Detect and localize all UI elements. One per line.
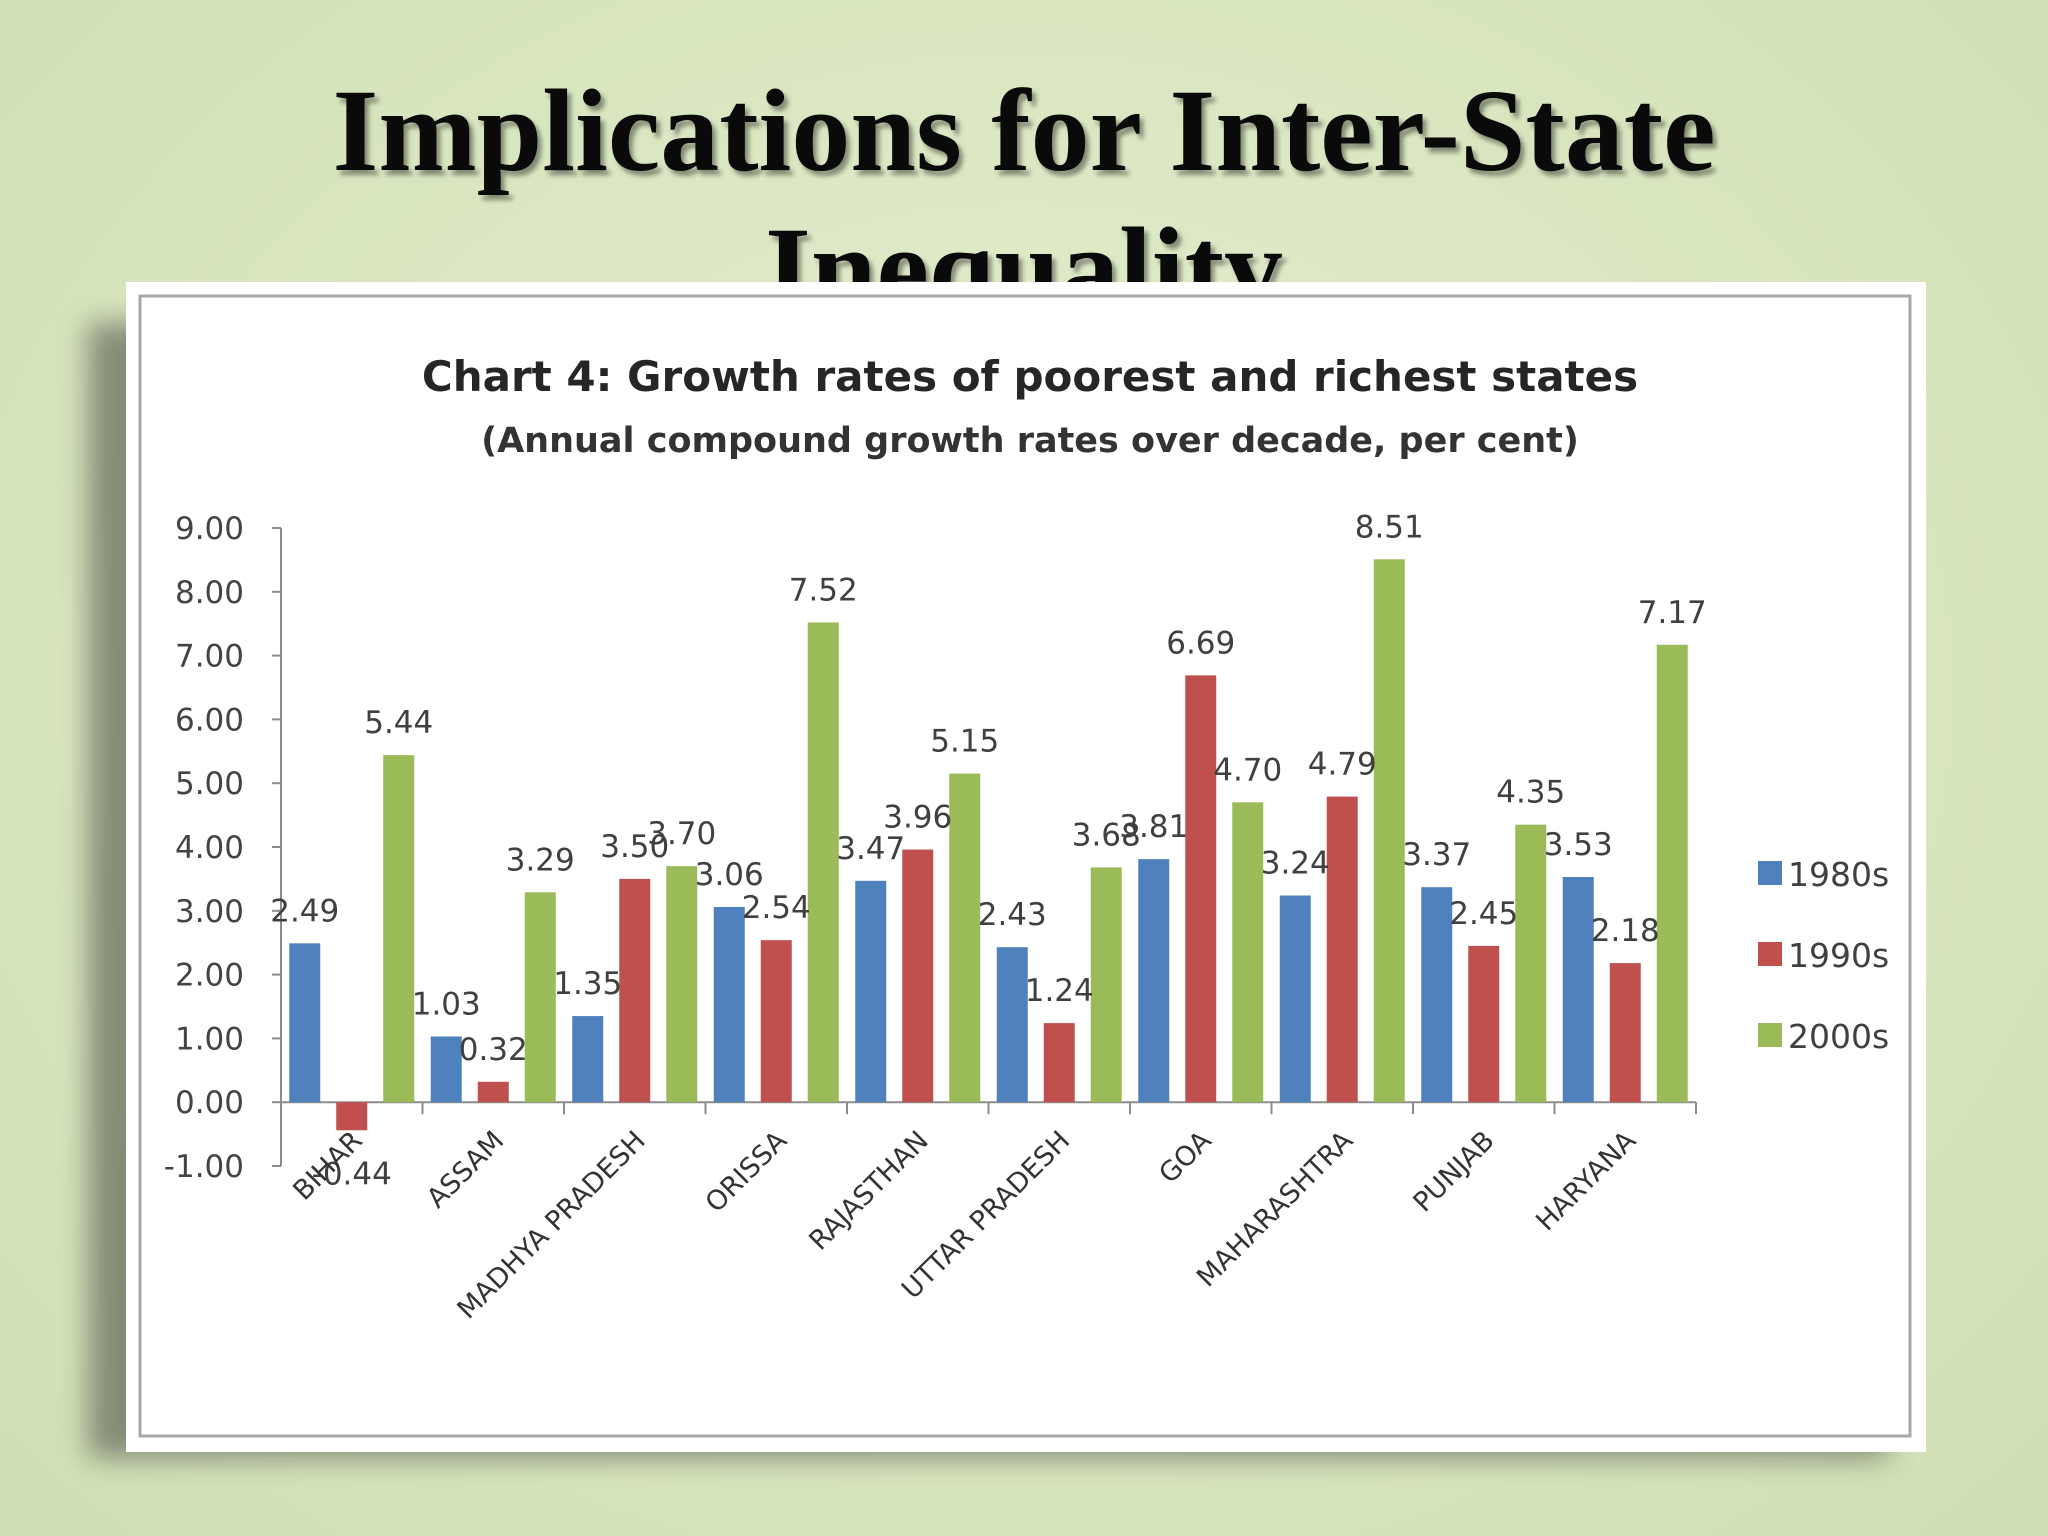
data-label: 2.45: [1449, 896, 1518, 932]
data-label: 4.70: [1213, 752, 1282, 788]
axes: 9.00 8.00 7.00 6.00 5.00 4.00 3.00 2.00 1.00 0.00…: [164, 511, 1697, 1185]
bar-1980s-madhya-pradesh: [572, 1016, 604, 1103]
y-tick-label: 6.00: [175, 702, 244, 738]
data-label: 1.35: [553, 966, 622, 1002]
data-label: 7.17: [1638, 595, 1707, 631]
bar-1990s-bihar: [336, 1102, 368, 1131]
legend-swatch: [1758, 861, 1782, 885]
y-tick-label: 7.00: [175, 639, 244, 675]
bar-1990s-assam: [477, 1081, 509, 1103]
data-label: 3.68: [1072, 817, 1141, 853]
bar-1980s-maharashtra: [1279, 895, 1311, 1103]
y-tick-label: 0.00: [175, 1085, 244, 1121]
chart-subtitle: (Annual compound growth rates over decad…: [481, 421, 1579, 461]
data-labels: 2.49 1.03 1.35 3.06 3.47 2.43 3.81 3.24 3.37 3.53…: [270, 509, 1707, 1192]
bars: [289, 559, 1688, 1131]
bar-2000s-maharashtra: [1373, 559, 1405, 1103]
bar-1990s-haryana: [1609, 963, 1641, 1103]
bar-chart: Chart 4: Growth rates of poorest and ric…: [138, 294, 1912, 1438]
bar-2000s-punjab: [1515, 824, 1547, 1103]
bar-1980s-orissa: [713, 906, 745, 1103]
data-label: 1.24: [1025, 973, 1094, 1009]
legend: 1980s 1990s 2000s: [1758, 855, 1889, 1056]
bar-1980s-bihar: [289, 943, 321, 1103]
slide-title-text: Implications for Inter-State Inequality: [332, 65, 1716, 302]
chart-border: [138, 294, 1912, 1438]
data-label: 5.15: [930, 724, 999, 760]
data-label: 2.43: [978, 897, 1047, 933]
y-tick-label: 3.00: [175, 894, 244, 930]
data-label: 6.69: [1166, 625, 1235, 661]
bar-1990s-madhya-pradesh: [619, 878, 651, 1103]
bar-1980s-rajasthan: [855, 880, 887, 1103]
y-tick-label: 2.00: [175, 958, 244, 994]
bar-1980s-haryana: [1562, 876, 1594, 1103]
bar-1990s-maharashtra: [1326, 796, 1358, 1103]
bar-1990s-goa: [1185, 675, 1217, 1103]
bar-2000s-assam: [524, 892, 556, 1103]
bar-2000s-bihar: [383, 755, 415, 1103]
legend-label: 2000s: [1788, 1017, 1889, 1056]
bar-2000s-rajasthan: [949, 773, 981, 1103]
y-tick-label: 1.00: [175, 1021, 244, 1057]
data-label: 3.24: [1261, 845, 1330, 881]
chart-title: Chart 4: Growth rates of poorest and ric…: [422, 352, 1638, 401]
data-label: 4.79: [1308, 747, 1377, 783]
bar-1990s-rajasthan: [902, 849, 934, 1103]
bar-1980s-goa: [1138, 859, 1170, 1103]
data-label: 3.29: [506, 842, 575, 878]
legend-swatch: [1758, 942, 1782, 966]
data-label: 1.03: [412, 986, 481, 1022]
bar-2000s-madhya-pradesh: [666, 866, 698, 1103]
y-tick-label: 8.00: [175, 575, 244, 611]
legend-label: 1990s: [1788, 936, 1889, 975]
slide-title: Implications for Inter-State Inequality: [0, 62, 2048, 302]
data-label: 2.49: [270, 893, 339, 929]
bar-1990s-orissa: [760, 940, 792, 1103]
data-label: 2.54: [742, 890, 811, 926]
chart-panel: Chart 4: Growth rates of poorest and ric…: [126, 282, 1926, 1452]
bar-1990s-uttar-pradesh: [1043, 1023, 1075, 1103]
bar-1980s-assam: [430, 1036, 462, 1103]
bar-2000s-goa: [1232, 802, 1264, 1103]
data-label: 3.47: [836, 831, 905, 867]
bar-2000s-uttar-pradesh: [1090, 867, 1122, 1103]
data-label: 3.96: [883, 800, 952, 836]
data-label: 8.51: [1355, 509, 1424, 545]
legend-swatch: [1758, 1023, 1782, 1047]
bar-1980s-uttar-pradesh: [996, 947, 1028, 1103]
data-label: 3.37: [1402, 837, 1471, 873]
data-label: 5.44: [364, 705, 433, 741]
y-tick-label: 4.00: [175, 830, 244, 866]
y-tick-label: 9.00: [175, 511, 244, 547]
data-label: 4.35: [1496, 775, 1565, 811]
bar-1980s-punjab: [1421, 887, 1453, 1103]
bar-2000s-orissa: [807, 622, 839, 1103]
bar-2000s-haryana: [1656, 644, 1688, 1103]
data-label: 2.18: [1591, 913, 1660, 949]
data-label: 7.52: [789, 572, 858, 608]
data-label: 3.50: [600, 829, 669, 865]
data-label: 3.81: [1119, 809, 1188, 845]
bar-1990s-punjab: [1468, 945, 1500, 1103]
data-label: 0.32: [459, 1032, 528, 1068]
data-label: 3.06: [695, 857, 764, 893]
data-label: 3.70: [647, 816, 716, 852]
data-label: -0.44: [312, 1156, 392, 1192]
data-label: 3.53: [1544, 827, 1613, 863]
y-tick-label: -1.00: [164, 1149, 244, 1185]
legend-label: 1980s: [1788, 855, 1889, 894]
y-tick-label: 5.00: [175, 766, 244, 802]
